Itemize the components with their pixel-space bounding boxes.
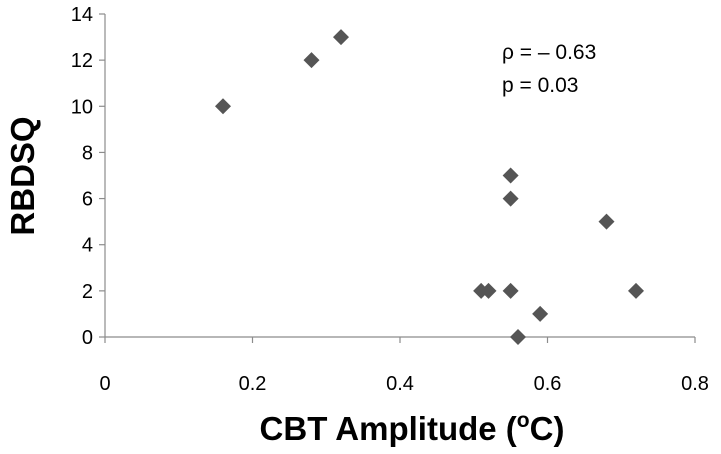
x-tick-label: 0.8 [681, 373, 709, 395]
x-tick-labels: 0 0.2 0.4 0.6 0.8 [99, 373, 708, 395]
y-tick-labels: 0 2 4 6 8 10 12 14 [71, 4, 93, 349]
y-tick-label: 2 [82, 281, 93, 303]
x-axis-title-tail: C) [530, 410, 565, 447]
x-axis-title: CBT Amplitude (oC) [260, 409, 565, 447]
x-axis-title-superscript: o [517, 409, 530, 432]
x-tick-label: 0.6 [534, 373, 562, 395]
data-point [215, 98, 231, 115]
data-point [502, 190, 519, 207]
x-tick-marks [104, 337, 696, 343]
x-tick-label: 0.2 [239, 373, 267, 395]
annotation-p-value: p = 0.03 [502, 74, 578, 97]
y-tick-label: 12 [71, 50, 93, 72]
y-tick-label: 8 [82, 142, 93, 164]
data-point [303, 52, 320, 69]
data-points [215, 29, 644, 345]
x-axis-title-main: CBT Amplitude ( [260, 410, 517, 447]
data-point [333, 29, 349, 46]
x-tick-label: 0.4 [386, 373, 414, 395]
data-point [532, 305, 549, 322]
data-point [480, 282, 497, 299]
data-point [502, 167, 519, 184]
y-axis-title: RBDSQ [4, 116, 41, 235]
data-point [628, 282, 644, 299]
y-tick-label: 0 [82, 327, 93, 349]
y-tick-label: 6 [82, 189, 93, 211]
annotation-rho: ρ = – 0.63 [502, 41, 596, 64]
x-tick-label: 0 [99, 373, 110, 395]
y-tick-label: 4 [82, 235, 93, 257]
data-point [510, 329, 526, 345]
data-point [598, 213, 615, 230]
data-point [502, 282, 519, 299]
y-tick-marks [99, 13, 105, 338]
y-tick-label: 10 [71, 96, 93, 118]
y-tick-label: 14 [71, 4, 93, 26]
plot-area: 0 2 4 6 8 10 12 14 0 0.2 0.4 0.6 0.8 [71, 4, 709, 395]
